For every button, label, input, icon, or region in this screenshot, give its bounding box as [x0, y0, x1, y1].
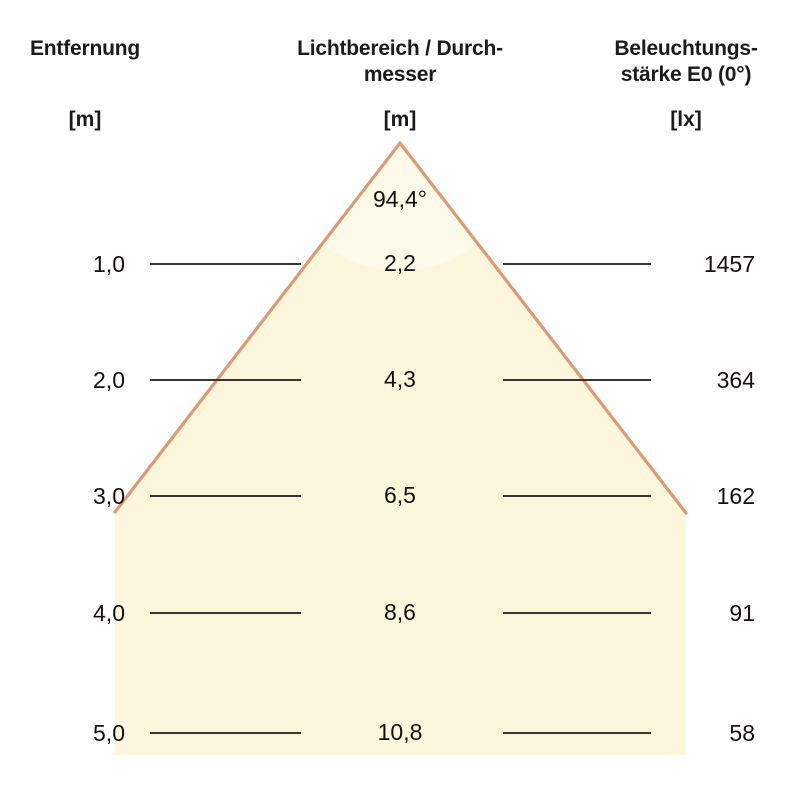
- beam-angle-arc: [322, 143, 478, 271]
- row-illuminance-value: 1457: [703, 251, 755, 277]
- column-header-distance: Entfernung: [30, 37, 140, 60]
- row-distance-value: 1,0: [93, 251, 125, 277]
- beam-edge-right: [398, 141, 688, 515]
- column-header-illuminance: Beleuchtungs- stärke E0 (0°): [614, 37, 758, 86]
- row-diameter-value: 2,2: [384, 250, 416, 276]
- unit-label-diameter: [m]: [383, 108, 417, 131]
- row-diameter-value: 6,5: [384, 482, 416, 508]
- unit-label-illuminance: [lx]: [670, 108, 702, 131]
- row-diameter-value: 4,3: [384, 366, 416, 392]
- row-diameter-value: 10,8: [377, 719, 423, 745]
- row-distance-value: 3,0: [93, 483, 125, 509]
- unit-label-distance: [m]: [68, 108, 102, 131]
- row-diameter-value: 8,6: [384, 599, 416, 625]
- row-distance-value: 2,0: [93, 367, 125, 393]
- row-illuminance-value: 364: [716, 367, 755, 393]
- row-distance-value: 4,0: [93, 600, 125, 626]
- tick-lines: [150, 263, 651, 734]
- beam-angle-label: 94,4°: [373, 186, 427, 212]
- row-distance-value: 5,0: [93, 720, 125, 746]
- column-header-diameter: Lichtbereich / Durch- messer: [297, 37, 503, 86]
- row-illuminance-value: 162: [716, 483, 755, 509]
- beam-cone-shape: [115, 143, 686, 755]
- beam-edge-left: [113, 141, 402, 514]
- row-illuminance-value: 58: [729, 720, 755, 746]
- row-illuminance-value: 91: [729, 600, 755, 626]
